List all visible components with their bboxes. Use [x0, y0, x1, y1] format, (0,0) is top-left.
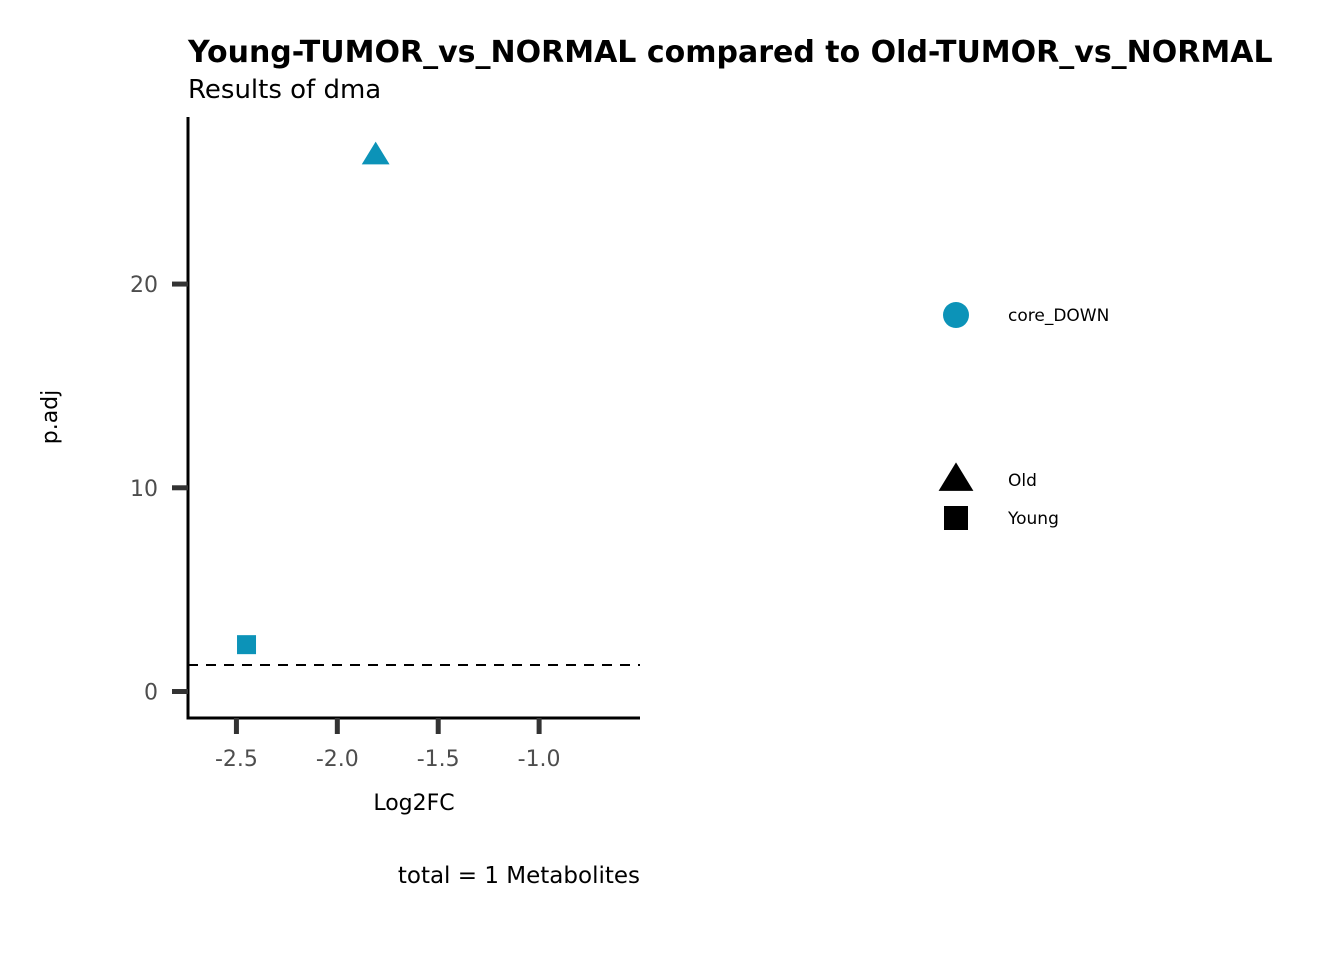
x-tick-label: -1.5	[417, 747, 460, 772]
x-axis-title: Log2FC	[373, 791, 454, 816]
legend-label: Old	[1008, 471, 1037, 491]
legend-key-core-down	[943, 302, 969, 328]
legend: core_DOWN Old Young	[938, 302, 1109, 530]
legend-key-old	[938, 462, 974, 491]
data-point-old	[361, 141, 390, 165]
x-tick-label: -2.0	[316, 747, 359, 772]
chart-title: Young-TUMOR_vs_NORMAL compared to Old-TU…	[187, 35, 1273, 70]
y-tick-label: 20	[130, 273, 158, 298]
data-point-young	[237, 635, 257, 655]
y-tick-label: 0	[144, 681, 158, 706]
legend-label: core_DOWN	[1008, 306, 1109, 326]
x-tick-label: -1.0	[518, 747, 561, 772]
chart-caption: total = 1 Metabolites	[398, 863, 640, 889]
x-tick-label: -2.5	[215, 747, 258, 772]
y-tick-label: 10	[130, 477, 158, 502]
chart-subtitle: Results of dma	[188, 75, 381, 105]
plot-area: 0 10 20 -2.5 -2.0 -1.5 -1.0	[130, 117, 640, 772]
legend-label: Young	[1007, 509, 1059, 529]
legend-key-young	[944, 506, 968, 530]
y-axis-title: p.adj	[38, 390, 63, 445]
